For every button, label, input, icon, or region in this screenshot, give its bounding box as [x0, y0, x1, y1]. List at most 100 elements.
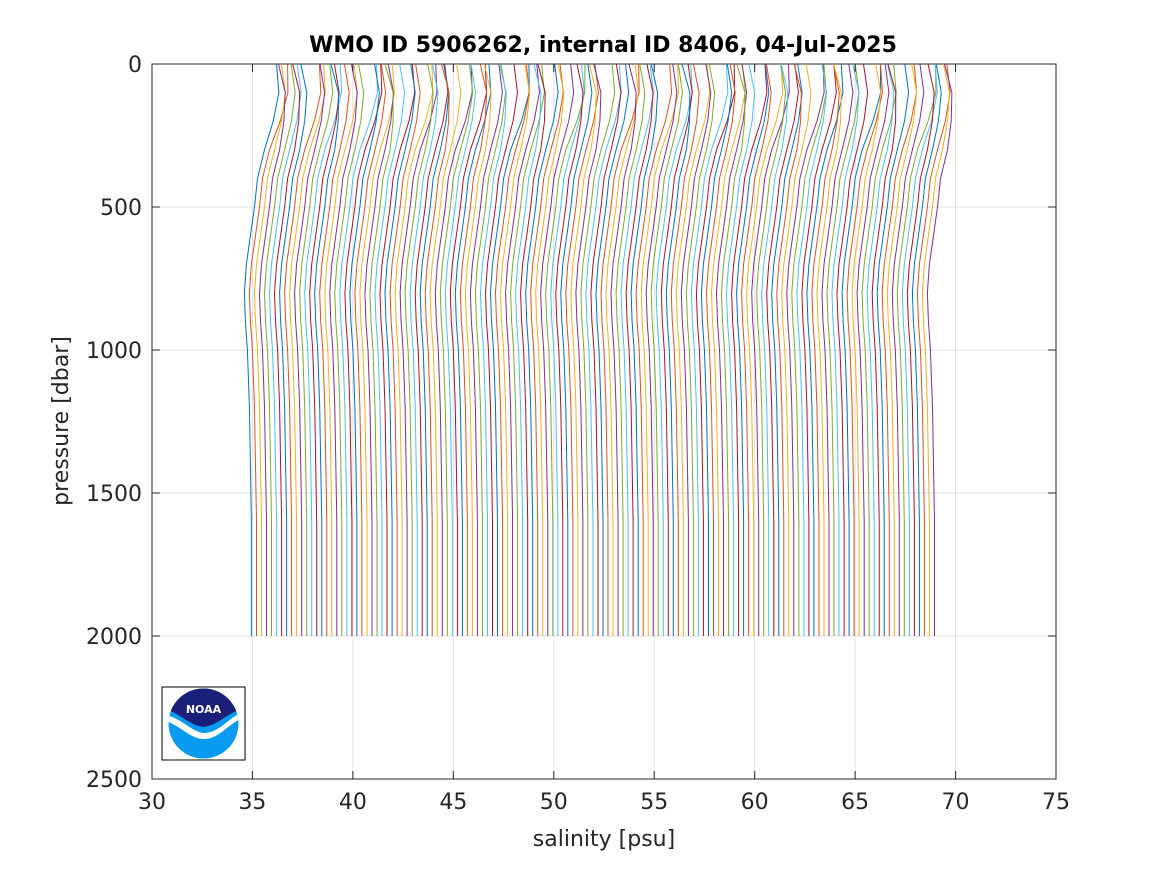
profile-line — [600, 63, 640, 636]
profile-line — [339, 63, 378, 636]
profile-line — [540, 63, 575, 636]
profile-line — [334, 63, 365, 636]
x-tick-label: 70 — [942, 790, 970, 815]
profile-line — [299, 63, 334, 636]
noaa-logo-text: NOAA — [186, 703, 222, 716]
profile-line — [736, 63, 770, 636]
profile-line — [836, 63, 869, 636]
profile-line — [590, 63, 622, 636]
profile-line — [916, 63, 951, 636]
y-axis-label: pressure [dbar] — [49, 336, 74, 506]
profile-line — [289, 63, 326, 636]
profile-line — [826, 63, 860, 636]
x-tick-label: 40 — [339, 790, 367, 815]
profile-line — [555, 63, 584, 636]
profile-line — [655, 63, 693, 636]
profile-line — [846, 63, 883, 636]
x-tick-label: 45 — [439, 790, 467, 815]
profile-line — [801, 63, 837, 636]
profile-line — [871, 63, 897, 636]
y-tick-label: 2500 — [86, 768, 142, 793]
profile-line — [409, 63, 439, 636]
profile-line — [746, 63, 784, 636]
profile-line — [253, 63, 286, 636]
profile-line — [484, 63, 519, 636]
profile-line — [806, 63, 844, 636]
profile-line — [329, 63, 358, 636]
profile-line — [725, 63, 756, 636]
profile-line — [851, 63, 882, 636]
profile-line — [520, 63, 546, 636]
profile-line — [349, 63, 380, 636]
profile-line — [705, 63, 736, 636]
profile-line — [424, 63, 450, 636]
profile-line — [635, 63, 673, 636]
noaa-logo: NOAA — [161, 686, 246, 761]
profile-line — [474, 63, 507, 636]
profile-line — [314, 63, 340, 636]
profile-line — [268, 63, 302, 636]
profile-line — [309, 63, 340, 636]
profile-line — [439, 63, 474, 636]
profile-line — [273, 63, 301, 636]
profile-line — [429, 63, 462, 636]
profile-line — [570, 63, 597, 636]
profile-line — [796, 63, 828, 636]
y-tick-label: 0 — [128, 53, 142, 78]
axes-box — [151, 63, 1057, 780]
profile-line — [444, 63, 477, 636]
profile-line — [369, 63, 394, 636]
profile-line — [821, 63, 854, 636]
profile-line — [911, 63, 942, 636]
profile-line — [585, 63, 622, 636]
x-axis-label: salinity [psu] — [533, 827, 675, 852]
profile-line — [545, 64, 586, 636]
profile-line — [575, 63, 602, 636]
y-tick-label: 1500 — [86, 482, 142, 507]
profile-line — [675, 63, 711, 636]
profile-line — [886, 63, 918, 636]
profile-line — [494, 63, 530, 636]
profile-line — [505, 63, 540, 636]
profile-line — [731, 63, 768, 636]
profile-line — [354, 63, 387, 636]
profile-line — [630, 63, 659, 636]
profile-line — [816, 63, 842, 636]
profile-line — [921, 63, 951, 636]
x-tick-label: 50 — [540, 790, 568, 815]
x-tick-label: 60 — [741, 790, 769, 815]
profile-line — [831, 63, 860, 636]
profile-line — [279, 63, 308, 636]
profile-line — [786, 63, 825, 636]
x-tick-label: 75 — [1042, 790, 1070, 815]
profile-line — [258, 63, 286, 636]
profile-line — [530, 63, 564, 636]
profile-line — [781, 63, 812, 636]
profile-line — [756, 63, 787, 636]
profile-line — [243, 63, 280, 636]
profile-line — [469, 63, 503, 636]
profile-line — [670, 63, 700, 636]
profile-line — [359, 63, 396, 636]
profile-line — [710, 63, 746, 636]
profile-line — [535, 63, 565, 636]
tick-labels: 30 35 40 45 50 55 60 65 70 75 0 500 1000 1500 2000 2500 — [86, 53, 1070, 815]
profile-line — [434, 63, 473, 636]
profile-line — [560, 63, 593, 636]
profile-line — [525, 63, 559, 636]
x-tick-label: 55 — [640, 790, 668, 815]
profile-line — [510, 63, 545, 636]
y-tick-label: 2000 — [86, 625, 142, 650]
y-tick-label: 1000 — [86, 339, 142, 364]
profile-line — [324, 63, 358, 636]
chart-title: WMO ID 5906262, internal ID 8406, 04-Jul… — [309, 33, 897, 58]
profile-line — [464, 63, 492, 636]
profile-line — [640, 63, 680, 636]
profile-line — [766, 63, 799, 636]
profile-line — [550, 63, 585, 636]
profile-line — [389, 63, 421, 636]
profile-line — [499, 63, 531, 636]
profile-line — [625, 63, 654, 636]
